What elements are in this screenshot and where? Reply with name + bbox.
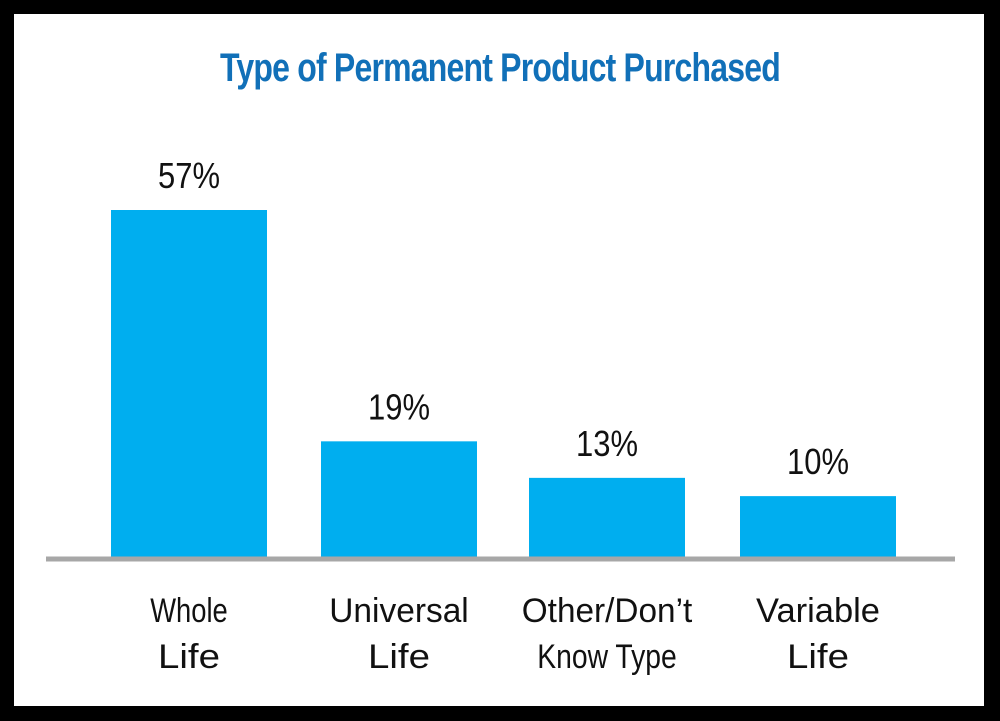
bar-4 (740, 496, 896, 557)
value-label-1: 57% (158, 155, 220, 196)
category-label-2-line-2: Life (368, 638, 430, 676)
value-label-2: 19% (368, 386, 430, 427)
value-labels-group: 57% 19% 13% 10% (158, 155, 849, 482)
category-label-3-line-2: Know Type (537, 638, 677, 676)
category-label-3-line-1: Other/Don’t (522, 592, 693, 630)
category-label-2-line-1: Universal (329, 592, 469, 630)
bars-group (111, 210, 896, 557)
chart-title: Type of Permanent Product Purchased (220, 46, 781, 90)
category-label-1-line-2: Life (158, 638, 220, 676)
bar-3 (529, 477, 685, 557)
bar-1 (111, 210, 267, 557)
category-labels-group: Whole Life Universal Life Other/Don’t Know Ty… (150, 592, 880, 676)
category-label-4-line-1: Variable (756, 592, 880, 630)
value-label-3: 13% (576, 423, 638, 464)
category-label-4-line-2: Life (787, 638, 849, 676)
value-label-4: 10% (787, 441, 849, 482)
bar-2 (321, 441, 477, 557)
category-label-1-line-1: Whole (150, 592, 228, 630)
